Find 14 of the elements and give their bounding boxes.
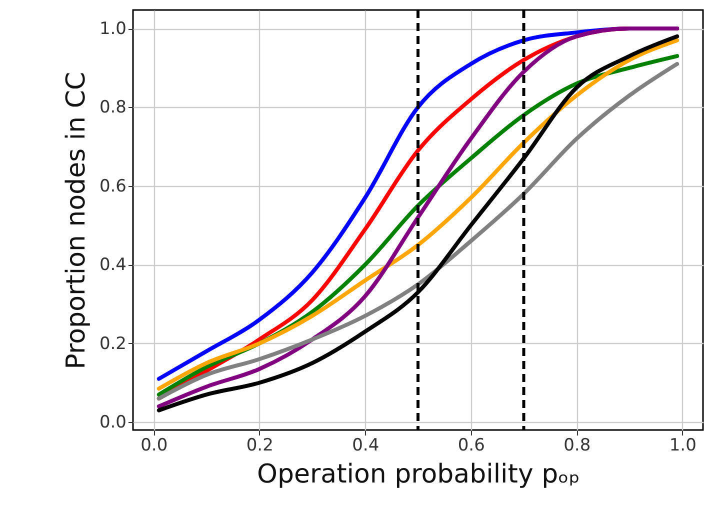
x-tick-label: 0.6 bbox=[458, 436, 485, 456]
y-tick-label: 1.0 bbox=[99, 19, 126, 39]
x-tick-label: 0.8 bbox=[564, 436, 591, 456]
y-tick-label: 0.0 bbox=[99, 412, 126, 433]
x-tick-label: 0.4 bbox=[352, 436, 380, 456]
y-tick-label: 0.6 bbox=[99, 176, 126, 196]
y-tick-label: 0.2 bbox=[99, 334, 126, 354]
x-axis-title: Operation probability pₒₚ bbox=[256, 460, 580, 490]
x-tick-label: 0.0 bbox=[140, 436, 168, 456]
y-axis-title: Proportion nodes in CC bbox=[61, 72, 92, 370]
y-tick-label: 0.8 bbox=[99, 98, 126, 118]
x-tick-label: 0.2 bbox=[246, 436, 274, 456]
y-tick-label: 0.4 bbox=[99, 255, 126, 276]
x-tick-label: 1.0 bbox=[669, 436, 696, 456]
